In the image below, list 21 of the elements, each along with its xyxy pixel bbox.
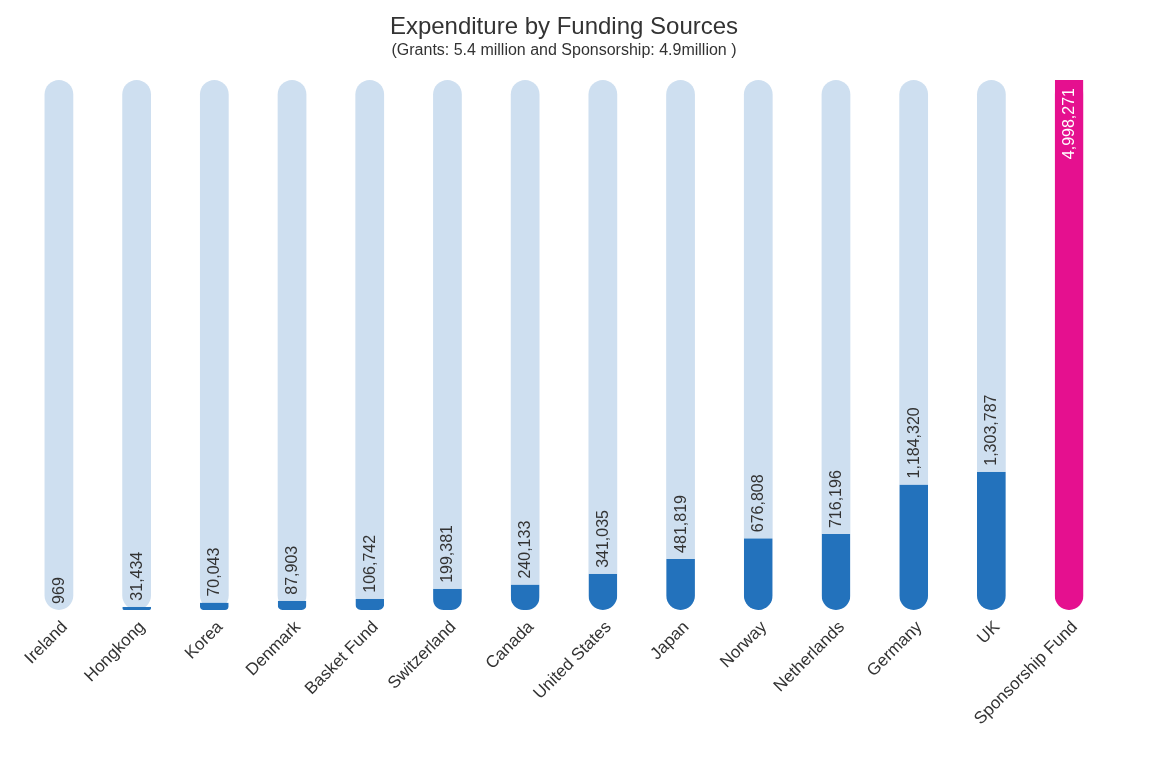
x-tick-label: UK bbox=[973, 616, 1004, 648]
bar bbox=[977, 471, 1006, 610]
data-label: 1,303,787 bbox=[982, 394, 1000, 466]
data-label: 87,903 bbox=[283, 545, 301, 595]
bar bbox=[899, 484, 929, 610]
data-label: 716,196 bbox=[826, 470, 844, 529]
data-label: 240,133 bbox=[516, 520, 534, 579]
data-label: 481,819 bbox=[671, 494, 689, 553]
data-label: 341,035 bbox=[593, 509, 611, 568]
chart-title: Expenditure by Funding Sources bbox=[389, 12, 739, 39]
data-label: 106,742 bbox=[360, 534, 378, 593]
data-label: 676,808 bbox=[749, 474, 767, 533]
bar bbox=[821, 534, 851, 610]
data-label: 1,184,320 bbox=[904, 407, 922, 479]
data-label: 969 bbox=[49, 577, 67, 604]
chart-subtitle: (Grants: 5.4 million and Sponsorship: 4.9million ) bbox=[391, 41, 737, 58]
data-label: 70,043 bbox=[205, 547, 223, 597]
data-label: 199,381 bbox=[438, 524, 456, 583]
bar bbox=[743, 538, 773, 610]
data-label: 31,434 bbox=[127, 551, 145, 601]
data-label: 4,998,271 bbox=[1060, 87, 1078, 160]
